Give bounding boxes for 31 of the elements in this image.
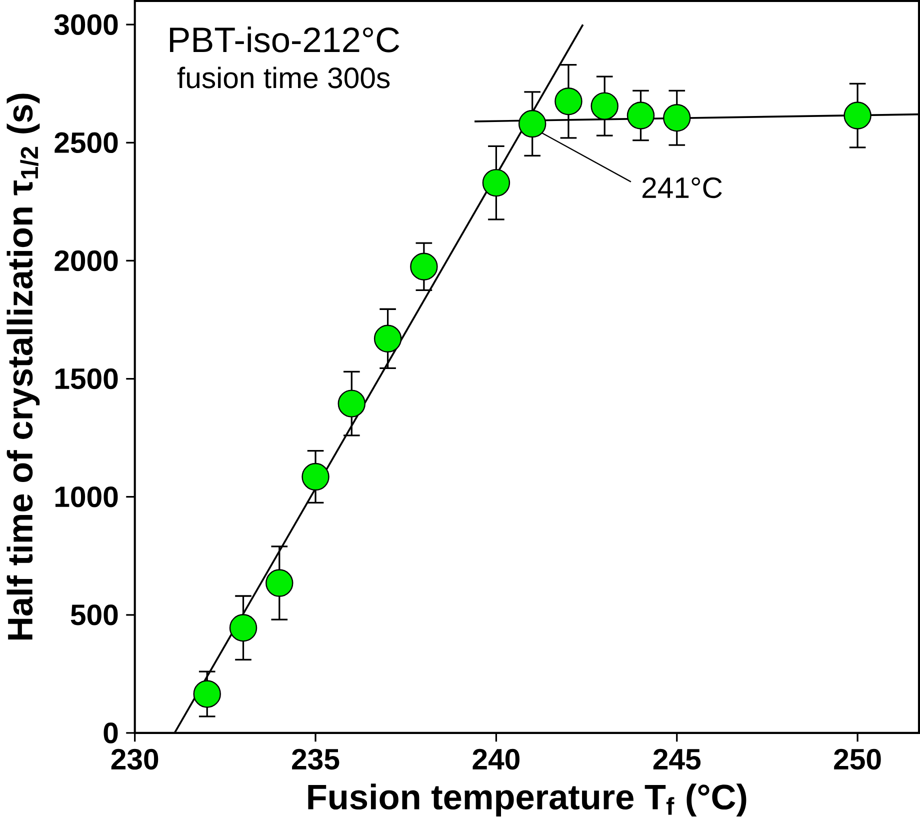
y-tick-label: 2500 xyxy=(54,132,118,153)
point xyxy=(482,168,510,197)
x-tick-label: 250 xyxy=(834,748,881,770)
x-tick-label: 230 xyxy=(111,748,158,770)
point xyxy=(554,87,582,116)
x-axis-title: Fusion temperature T$_{f}$ (°C) xyxy=(308,784,746,816)
point xyxy=(590,92,618,120)
point xyxy=(663,104,691,132)
x-tick-label: 240 xyxy=(472,748,520,770)
point xyxy=(229,614,258,642)
point xyxy=(193,680,221,708)
y-tick-label: 500 xyxy=(70,604,118,626)
point xyxy=(626,102,655,130)
y-tick-label: 0 xyxy=(104,722,118,744)
point xyxy=(374,324,402,352)
annotation: 241°C xyxy=(642,177,722,198)
point xyxy=(410,252,438,280)
point xyxy=(266,569,294,597)
x-tick-label: 245 xyxy=(653,748,701,770)
y-tick-label: 1000 xyxy=(55,486,118,508)
y-tick-label: 3000 xyxy=(54,14,118,35)
y-tick-label: 1500 xyxy=(55,368,118,390)
point xyxy=(518,110,546,138)
annotation: PBT-iso-212°C xyxy=(170,26,400,52)
annotation: fusion time 300s xyxy=(177,66,390,88)
y-axis-title: Half time of crystallization τ$_{1/2}$ (s) xyxy=(6,94,40,640)
point xyxy=(844,102,872,130)
point xyxy=(302,462,330,490)
y-tick-label: 2000 xyxy=(54,250,118,271)
x-tick-label: 235 xyxy=(292,748,340,770)
point xyxy=(338,390,366,418)
